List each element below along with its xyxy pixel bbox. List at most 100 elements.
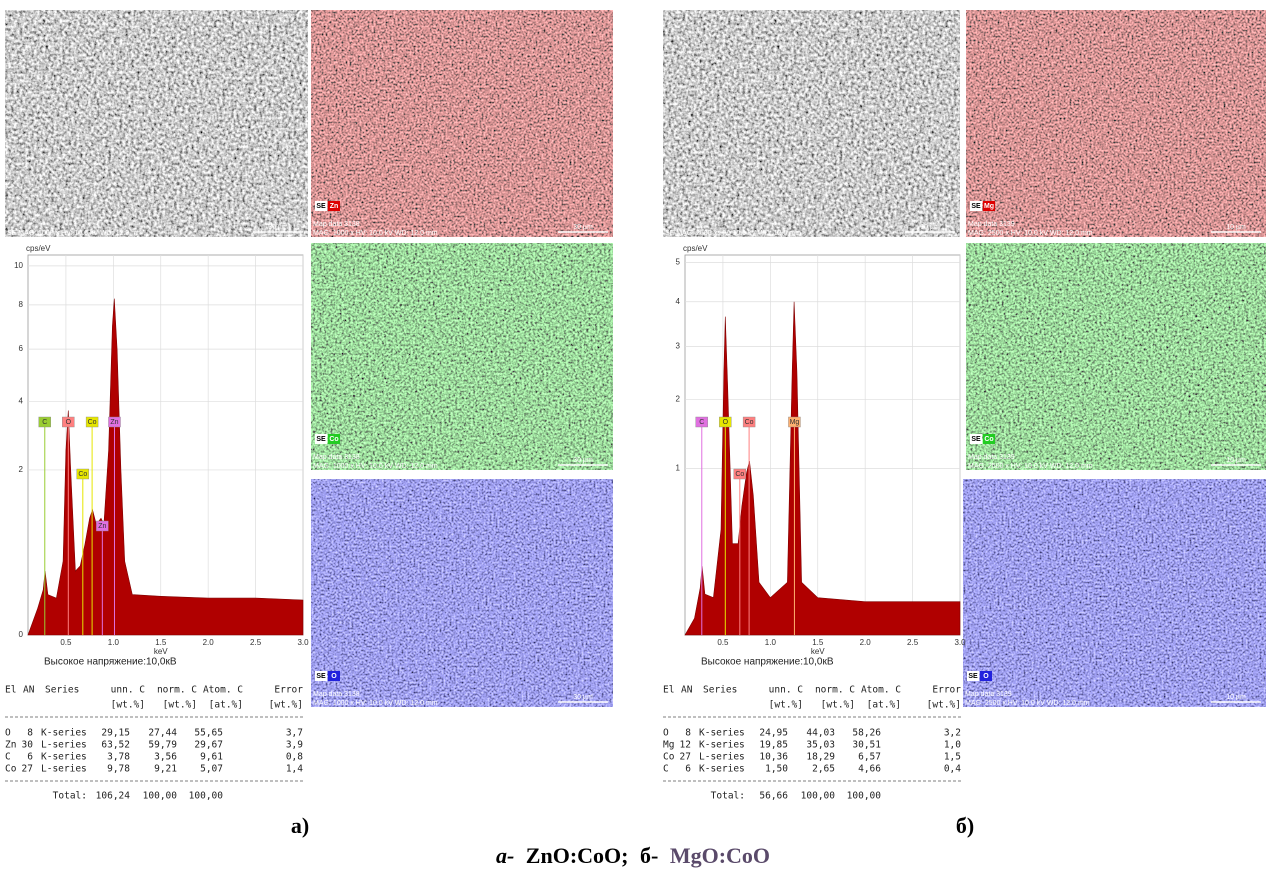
table-unit: [wt.%]: [927, 700, 961, 711]
scale-text: 30 µm: [573, 694, 593, 701]
table-cell: 58,26: [852, 728, 881, 739]
tag-box: [315, 201, 327, 211]
image-info: MAG: 1000 x HV: 10.0 kV WD: 12.0 mm: [313, 230, 438, 237]
table-total: 106,24: [96, 791, 131, 802]
tag: SE: [316, 436, 326, 443]
y-tick-label: 4: [676, 297, 681, 306]
table-cell: 24,95: [759, 728, 788, 739]
table-cell: 63,52: [101, 740, 130, 751]
y-tick-label: 0: [19, 630, 24, 639]
peak-label-box: [76, 468, 90, 480]
table-unit: [wt.%]: [163, 700, 197, 711]
table-cell: 27: [680, 752, 691, 763]
table-cell: O: [663, 728, 669, 739]
scale-text: 10 µm: [1226, 694, 1246, 701]
peak-label: Co: [745, 419, 754, 426]
table-cell: 8: [27, 728, 33, 739]
sem-image: SE O Map data 3138 MAG: 1000 x HV: 10.0 kV …: [311, 479, 613, 707]
element: Co: [984, 436, 993, 443]
table-total: 100,00: [801, 791, 836, 802]
caption-part: ZnO:CoO;: [526, 843, 629, 868]
table-cell: Mg: [663, 740, 674, 751]
table-header: Series: [45, 685, 79, 696]
table-cell: O: [5, 728, 11, 739]
table-header: AN: [681, 685, 693, 696]
element: O: [331, 673, 337, 680]
table-cell: 9,61: [200, 752, 223, 763]
table-cell: L-series: [699, 752, 745, 763]
table-header: Error: [274, 685, 303, 696]
table-cell: K-series: [41, 728, 87, 739]
table-cell: 3,2: [944, 728, 961, 739]
x-axis-label: keV: [811, 647, 825, 656]
sem-image: SE Zn Map data 3138 MAG: 1000 x HV: 10.0 kV…: [311, 10, 613, 237]
table-cell: Co: [5, 764, 17, 775]
peak-label: Co: [88, 419, 97, 426]
note: Высокое напряжение:10,0кВ: [44, 657, 177, 668]
peak-label: Zn: [98, 523, 106, 530]
table-cell: 30: [22, 740, 34, 751]
table-cell: 10,36: [759, 752, 788, 763]
peak-label-box: [742, 416, 756, 428]
map-name: Map data 3139: [968, 454, 1015, 461]
tag-box: [315, 434, 327, 444]
table-total: Total:: [53, 791, 87, 802]
table-cell: 1,0: [944, 740, 961, 751]
y-tick-label: 1: [676, 463, 681, 472]
element-box: [328, 201, 340, 211]
table-cell: 12: [680, 740, 691, 751]
sem-image: SE Mg Map data 3139 MAG: 2500 x HV: 10.0 kV…: [966, 10, 1266, 237]
y-tick-label: 8: [19, 300, 24, 309]
tag-box: [967, 671, 979, 681]
element-box: [983, 434, 995, 444]
table-cell: 29,67: [194, 740, 223, 751]
table-cell: 0,8: [286, 752, 303, 763]
peak-label: O: [723, 419, 729, 426]
image-texture: [311, 243, 613, 470]
image-texture: [311, 10, 613, 237]
table-cell: C: [663, 764, 669, 775]
sem-image: SE Co Map data 3139 MAG: 2500 x HV: 10.0 kV…: [966, 243, 1266, 470]
table-total: 100,00: [189, 791, 224, 802]
y-tick-label: 3: [676, 341, 681, 350]
element-box: [980, 671, 992, 681]
peak-label-box: [719, 416, 732, 428]
table-cell: 29,15: [101, 728, 130, 739]
x-tick-label: 1.0: [765, 638, 777, 647]
peak-label-box: [62, 416, 75, 428]
scale-text: 10 µm: [1226, 224, 1246, 231]
tag: SE: [316, 203, 326, 210]
table-cell: 3,78: [107, 752, 130, 763]
image-info: MAG: 2500 x HV: 10.0 kV WD: 12.0 mm: [965, 700, 1090, 707]
table-header: Error: [932, 685, 961, 696]
caption-part: б-: [640, 843, 658, 868]
table-unit: [at.%]: [209, 700, 243, 711]
table-cell: 18,29: [806, 752, 835, 763]
element: Co: [329, 436, 338, 443]
table-header: El: [5, 685, 16, 696]
image-info: MAG: 2500 x HV: 10.0 kV WD: 12.0 mm: [968, 230, 1093, 237]
table-cell: K-series: [699, 728, 745, 739]
peak-label-box: [733, 468, 747, 480]
scale-text: 30 µm: [573, 457, 593, 464]
x-tick-label: 2.5: [250, 638, 262, 647]
y-tick-label: 5: [676, 257, 681, 266]
table-cell: 27: [22, 764, 33, 775]
element-box: [983, 201, 995, 211]
table-unit: [at.%]: [867, 700, 901, 711]
peak-label-box: [85, 416, 99, 428]
map-name: Map data 3139: [968, 221, 1015, 228]
peak-label-box: [695, 416, 708, 428]
peak-label: Co: [78, 471, 87, 478]
table-cell: 19,85: [759, 740, 788, 751]
element: Mg: [984, 203, 994, 210]
image-info: SE MAG: 2500 x HV: 10.0 kV WD: 12.0 mm: [665, 230, 801, 237]
table-cell: Zn: [5, 740, 16, 751]
table-unit: [wt.%]: [269, 700, 303, 711]
table-cell: C: [5, 752, 11, 763]
element: O: [983, 673, 989, 680]
table-header: unn. C: [769, 685, 803, 696]
peak-label-box: [108, 416, 121, 428]
note: Высокое напряжение:10,0кВ: [701, 657, 834, 668]
